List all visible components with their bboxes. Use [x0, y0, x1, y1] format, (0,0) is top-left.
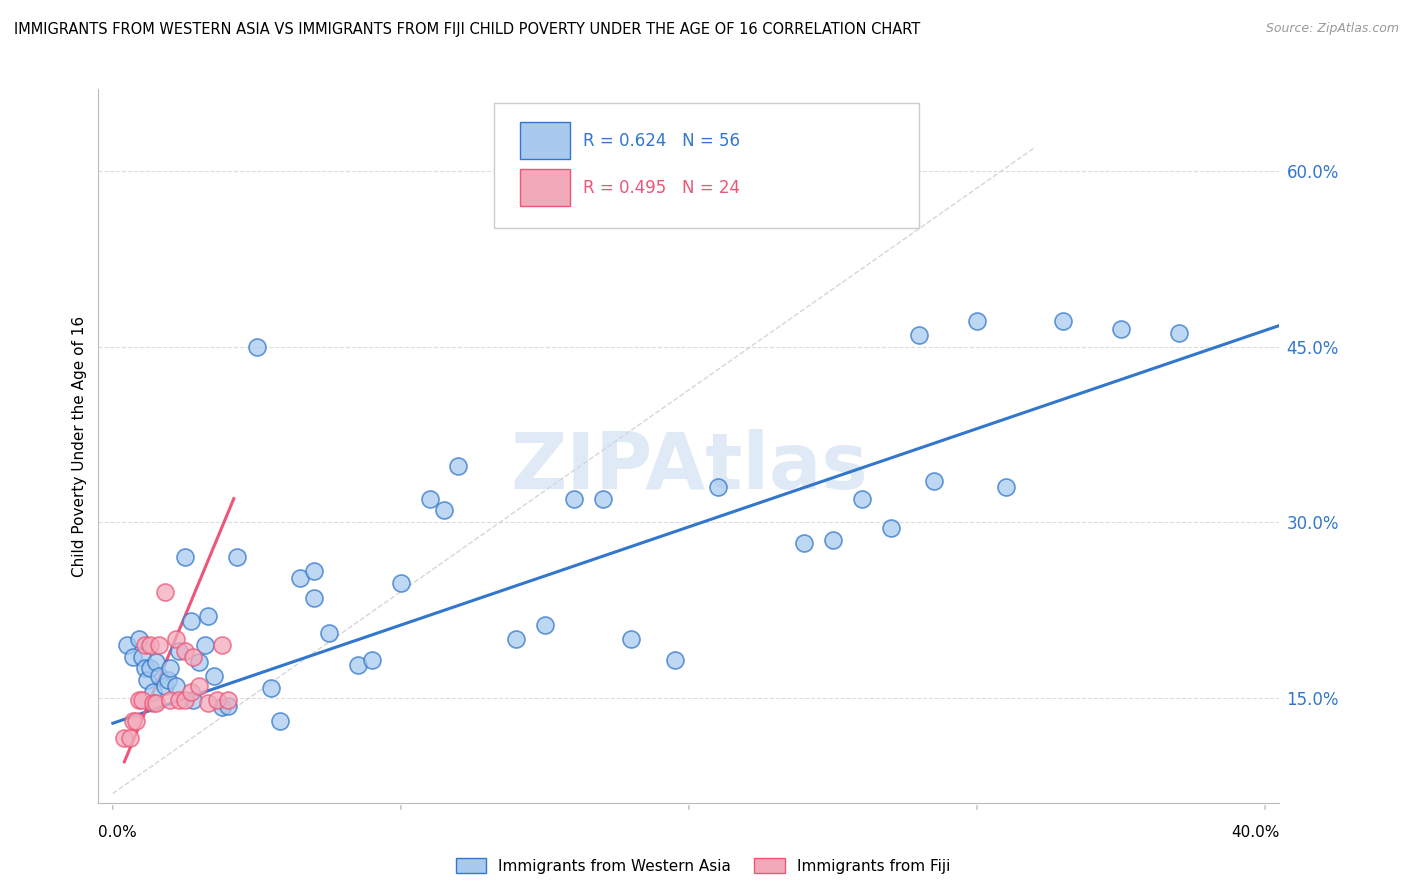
Point: [180, 615, 202, 629]
Point: [211, 699, 233, 714]
Point: [159, 661, 181, 675]
Point: [202, 669, 225, 683]
Text: R = 0.495   N = 24: R = 0.495 N = 24: [582, 178, 740, 196]
Point: [153, 679, 176, 693]
Point: [288, 571, 311, 585]
Point: [156, 673, 179, 687]
Point: [145, 656, 167, 670]
Point: [851, 491, 873, 506]
Point: [136, 673, 159, 687]
Point: [194, 638, 217, 652]
Point: [188, 656, 211, 670]
Point: [304, 564, 326, 578]
Point: [1167, 326, 1189, 340]
Point: [148, 638, 170, 652]
Point: [128, 693, 150, 707]
Point: [966, 314, 988, 328]
Point: [115, 638, 138, 652]
Point: [793, 536, 815, 550]
Point: [183, 649, 205, 664]
Point: [922, 474, 945, 488]
Point: [389, 575, 412, 590]
Point: [167, 644, 190, 658]
FancyBboxPatch shape: [494, 103, 920, 228]
Point: [128, 632, 150, 646]
Point: [148, 669, 170, 683]
Point: [260, 681, 283, 695]
Point: [120, 731, 142, 746]
Point: [1052, 314, 1074, 328]
Point: [197, 608, 219, 623]
Point: [225, 550, 247, 565]
Point: [139, 661, 162, 675]
Point: [562, 491, 585, 506]
Point: [664, 653, 686, 667]
Point: [205, 693, 228, 707]
Point: [994, 480, 1017, 494]
Point: [134, 661, 156, 675]
Point: [419, 491, 441, 506]
Point: [165, 679, 187, 693]
Point: [134, 638, 156, 652]
Point: [142, 697, 165, 711]
Point: [125, 714, 148, 728]
Y-axis label: Child Poverty Under the Age of 16: Child Poverty Under the Age of 16: [72, 316, 87, 576]
Point: [879, 521, 901, 535]
Point: [142, 684, 165, 698]
Point: [706, 480, 728, 494]
Text: Source: ZipAtlas.com: Source: ZipAtlas.com: [1265, 22, 1399, 36]
Point: [197, 697, 219, 711]
Point: [122, 714, 145, 728]
Point: [821, 533, 844, 547]
Point: [908, 327, 931, 342]
Point: [620, 632, 643, 646]
Point: [318, 626, 340, 640]
Text: IMMIGRANTS FROM WESTERN ASIA VS IMMIGRANTS FROM FIJI CHILD POVERTY UNDER THE AGE: IMMIGRANTS FROM WESTERN ASIA VS IMMIGRAN…: [14, 22, 921, 37]
Point: [139, 638, 162, 652]
Point: [534, 618, 557, 632]
Point: [246, 340, 269, 354]
Point: [131, 693, 153, 707]
Point: [159, 693, 181, 707]
Point: [217, 698, 239, 713]
FancyBboxPatch shape: [520, 169, 569, 206]
Text: ZIPAtlas: ZIPAtlas: [510, 429, 868, 506]
Point: [433, 503, 456, 517]
Point: [183, 693, 205, 707]
Point: [447, 458, 470, 473]
Point: [217, 693, 239, 707]
Point: [131, 649, 153, 664]
FancyBboxPatch shape: [520, 122, 569, 159]
Point: [165, 632, 187, 646]
Point: [346, 657, 368, 672]
Text: R = 0.624   N = 56: R = 0.624 N = 56: [582, 132, 740, 150]
Point: [145, 697, 167, 711]
Point: [173, 693, 195, 707]
Point: [304, 591, 326, 605]
Point: [361, 653, 384, 667]
Point: [269, 714, 291, 728]
Point: [211, 638, 233, 652]
Point: [153, 585, 176, 599]
Point: [188, 679, 211, 693]
Point: [180, 684, 202, 698]
Point: [173, 550, 195, 565]
Text: 40.0%: 40.0%: [1232, 825, 1279, 840]
Point: [173, 644, 195, 658]
Text: 0.0%: 0.0%: [98, 825, 138, 840]
Point: [592, 491, 614, 506]
Point: [505, 632, 527, 646]
Point: [167, 693, 190, 707]
Point: [1109, 322, 1132, 336]
Point: [112, 731, 135, 746]
Point: [122, 649, 145, 664]
Legend: Immigrants from Western Asia, Immigrants from Fiji: Immigrants from Western Asia, Immigrants…: [450, 852, 956, 880]
